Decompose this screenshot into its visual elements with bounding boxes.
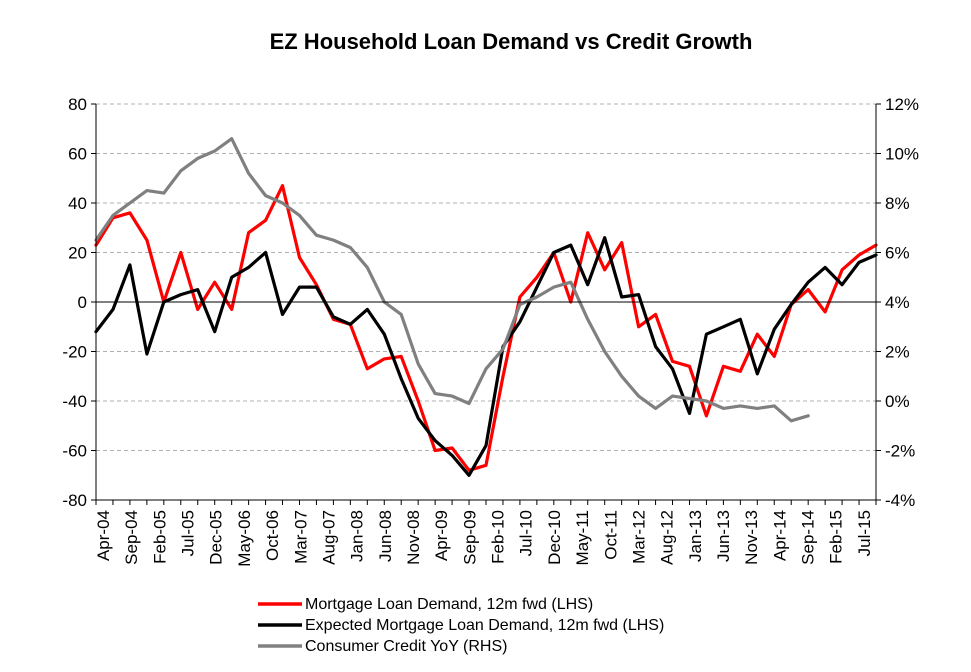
y-left-tick-label: 80 bbox=[68, 95, 87, 114]
y-right-tick-label: 10% bbox=[885, 145, 919, 164]
x-tick-label: Dec-10 bbox=[545, 510, 564, 565]
chart-title: EZ Household Loan Demand vs Credit Growt… bbox=[270, 29, 753, 54]
legend-label: Expected Mortgage Loan Demand, 12m fwd (… bbox=[305, 617, 664, 634]
axes bbox=[91, 103, 881, 505]
x-tick-label: Apr-04 bbox=[94, 510, 113, 561]
y-right-tick-label: 8% bbox=[885, 194, 910, 213]
x-tick-label: Feb-05 bbox=[150, 510, 169, 564]
x-tick-label: Mar-12 bbox=[629, 510, 648, 564]
y-right-tick-label: 2% bbox=[885, 343, 910, 362]
x-tick-label: Jul-05 bbox=[179, 510, 198, 556]
y-left-tick-label: -80 bbox=[62, 491, 87, 510]
x-tick-label: Oct-11 bbox=[601, 510, 620, 560]
x-tick-label: Apr-09 bbox=[432, 510, 451, 561]
x-tick-label: Mar-07 bbox=[291, 510, 310, 564]
y-left-tick-label: -20 bbox=[62, 343, 87, 362]
x-tick-label: Feb-10 bbox=[489, 510, 508, 564]
x-tick-label: Feb-15 bbox=[827, 510, 846, 564]
y-left-tick-label: 40 bbox=[68, 194, 87, 213]
x-tick-label: Dec-05 bbox=[207, 510, 226, 565]
y-left-tick-label: 20 bbox=[68, 244, 87, 263]
x-tick-label: Sep-09 bbox=[460, 510, 479, 565]
y-right-tick-label: 12% bbox=[885, 95, 919, 114]
y-right-tick-label: -2% bbox=[885, 442, 915, 461]
y-left-tick-label: 60 bbox=[68, 145, 87, 164]
x-tick-label: Jul-10 bbox=[517, 510, 536, 556]
x-tick-label: Jul-15 bbox=[855, 510, 874, 556]
x-tick-label: Jun-08 bbox=[376, 510, 395, 562]
x-tick-label: Jan-13 bbox=[686, 510, 705, 562]
series-lines bbox=[94, 137, 878, 477]
x-tick-label: Aug-12 bbox=[658, 510, 677, 565]
x-tick-label: May-11 bbox=[573, 510, 592, 565]
x-tick-label: Nov-13 bbox=[742, 510, 761, 565]
legend: Mortgage Loan Demand, 12m fwd (LHS) Expec… bbox=[258, 596, 664, 655]
x-tick-label: Nov-08 bbox=[404, 510, 423, 565]
y-left-tick-label: 0 bbox=[78, 293, 87, 312]
x-tick-label: Sep-14 bbox=[799, 510, 818, 565]
x-tick-label: Jun-13 bbox=[714, 510, 733, 562]
y-left-tick-label: -40 bbox=[62, 392, 87, 411]
y-right-tick-label: 0% bbox=[885, 392, 910, 411]
x-tick-label: May-06 bbox=[235, 510, 254, 567]
series-line-2 bbox=[94, 236, 878, 477]
legend-label: Consumer Credit YoY (RHS) bbox=[305, 638, 507, 655]
x-tick-label: Jan-08 bbox=[348, 510, 367, 562]
y-right-tick-label: -4% bbox=[885, 491, 915, 510]
y-left-tick-label: -60 bbox=[62, 442, 87, 461]
series-line-3 bbox=[94, 137, 810, 423]
y-right-tick-label: 4% bbox=[885, 293, 910, 312]
x-tick-label: Oct-06 bbox=[263, 510, 282, 561]
y-right-tick-label: 6% bbox=[885, 244, 910, 263]
tick-labels: 80 60 40 20 0 -20 -40 -60 -80 12% 10% 8% 6% 4% 2% 0% -2%… bbox=[62, 95, 919, 567]
x-tick-label: Apr-14 bbox=[770, 510, 789, 561]
legend-label: Mortgage Loan Demand, 12m fwd (LHS) bbox=[305, 596, 593, 613]
x-tick-label: Aug-07 bbox=[319, 510, 338, 565]
x-tick-label: Sep-04 bbox=[122, 510, 141, 565]
gridlines bbox=[96, 103, 876, 451]
